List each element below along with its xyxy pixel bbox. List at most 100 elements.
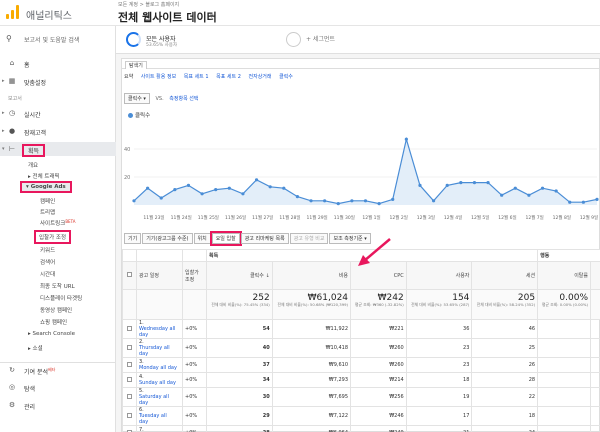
data-point[interactable] bbox=[282, 186, 286, 190]
data-point[interactable] bbox=[527, 193, 531, 197]
sidebar-item-search-queries[interactable]: 검색어 bbox=[40, 260, 56, 266]
sidebar-item-admin[interactable]: ⚙ 관리 bbox=[0, 398, 116, 412]
tab-explorer[interactable]: 탐색기 bbox=[125, 61, 147, 69]
brand-name[interactable]: 애널리틱스 bbox=[26, 11, 72, 22]
col-ad-schedule[interactable]: 광고 일정 bbox=[136, 261, 183, 290]
sidebar-item-hour-of-day[interactable]: 시간대 bbox=[40, 272, 56, 278]
sidebar-item-customization[interactable]: ▸ ▦ 맞춤설정 bbox=[0, 74, 116, 88]
sidebar-item-audience[interactable]: ▸ ● 잠재고객 bbox=[0, 124, 116, 138]
sidebar-item-attribution[interactable]: ↻ 기여 분석베타 bbox=[0, 362, 116, 376]
data-point[interactable] bbox=[459, 181, 463, 185]
search-input[interactable]: 보고서 및 도움말 검색 bbox=[24, 37, 80, 44]
col-bid-adjustment[interactable]: 입찰가 조정 bbox=[182, 261, 207, 290]
data-point[interactable] bbox=[431, 199, 436, 203]
data-point[interactable] bbox=[132, 199, 136, 203]
row-schedule-link[interactable]: Monday all day bbox=[139, 365, 177, 371]
data-point[interactable] bbox=[540, 186, 545, 190]
data-point[interactable] bbox=[146, 186, 150, 190]
data-point[interactable] bbox=[268, 185, 272, 189]
tab-ecommerce[interactable]: 전자상거래 bbox=[248, 74, 272, 80]
data-point[interactable] bbox=[500, 193, 504, 197]
col-clicks[interactable]: 클릭수 ↓ bbox=[206, 261, 273, 290]
device-button[interactable]: 기기 bbox=[124, 233, 142, 244]
col-sessions[interactable]: 세션 bbox=[471, 261, 539, 290]
sidebar-item-sitelinks[interactable]: 사이트링크BETA bbox=[40, 219, 75, 227]
row-schedule-link[interactable]: Thursday all day bbox=[139, 345, 170, 357]
sidebar-item-google-ads[interactable]: ▾ Google Ads bbox=[20, 181, 72, 193]
segment-all-users[interactable]: 모든 사용자 53.65% 사용자 bbox=[126, 30, 266, 50]
row-schedule-link[interactable]: Sunday all day bbox=[139, 380, 176, 386]
row-checkbox[interactable] bbox=[127, 361, 132, 367]
sidebar-item-video-campaigns[interactable]: 동영상 캠페인 bbox=[40, 308, 73, 314]
sidebar-item-realtime[interactable]: ▸ ◷ 실시간 bbox=[0, 106, 116, 120]
row-checkbox[interactable] bbox=[127, 325, 132, 331]
add-segment-button[interactable]: + 세그먼트 bbox=[286, 30, 386, 50]
sidebar-item-shopping-campaigns[interactable]: 쇼핑 캠페인 bbox=[40, 320, 68, 326]
data-point[interactable] bbox=[377, 202, 381, 206]
remarketing-list-button[interactable]: 광고 리마케팅 목록 bbox=[240, 233, 289, 244]
sidebar-item-treemap[interactable]: 트리맵 bbox=[40, 210, 56, 216]
data-point[interactable] bbox=[568, 200, 572, 204]
view-selector[interactable]: 전체 웹사이트 데이터 bbox=[118, 11, 217, 24]
data-point[interactable] bbox=[363, 199, 368, 203]
select-all-checkbox[interactable] bbox=[127, 272, 132, 277]
secondary-dimension-button[interactable]: 보조 측정기준 ▾ bbox=[329, 233, 371, 244]
row-checkbox[interactable] bbox=[127, 393, 132, 399]
sidebar-item-search-console[interactable]: ▸ Search Console bbox=[28, 331, 75, 337]
day-of-week-bid-button[interactable]: 요일 입찰 bbox=[209, 231, 242, 246]
sidebar-item-overview[interactable]: 개요 bbox=[28, 163, 39, 169]
sidebar-item-discover[interactable]: ◎ 탐색 bbox=[0, 380, 116, 394]
data-point[interactable] bbox=[391, 197, 395, 201]
account-breadcrumb[interactable]: 모든 계정 > 블로그 홈페이지 bbox=[118, 2, 180, 8]
row-schedule-link[interactable]: Wednesday all day bbox=[139, 326, 176, 338]
row-schedule-link[interactable]: Saturday all day bbox=[139, 394, 169, 406]
row-checkbox[interactable] bbox=[127, 412, 132, 418]
analytics-logo-icon[interactable] bbox=[6, 5, 20, 19]
col-cost[interactable]: 비용 bbox=[271, 261, 352, 290]
ad-type-compare-button[interactable]: 광고 유형 비교 bbox=[289, 233, 329, 244]
location-button[interactable]: 위치 bbox=[193, 233, 211, 244]
sidebar-item-display-targeting[interactable]: 디스플레이 타겟팅 bbox=[40, 296, 83, 302]
data-point[interactable] bbox=[418, 183, 422, 187]
tab-summary[interactable]: 요약 bbox=[124, 74, 134, 80]
data-point[interactable] bbox=[254, 178, 259, 182]
data-point[interactable] bbox=[595, 197, 599, 201]
data-point[interactable] bbox=[323, 199, 327, 203]
metric-select[interactable]: 클릭수 ▾ bbox=[124, 93, 150, 104]
row-checkbox[interactable] bbox=[127, 376, 132, 382]
sidebar-item-campaigns[interactable]: 캠페인 bbox=[40, 199, 56, 205]
data-point[interactable] bbox=[309, 199, 313, 203]
data-point[interactable] bbox=[214, 188, 218, 192]
data-point[interactable] bbox=[227, 186, 231, 190]
data-point[interactable] bbox=[581, 200, 585, 204]
data-point[interactable] bbox=[472, 181, 477, 185]
data-point[interactable] bbox=[554, 189, 558, 193]
tab-goal-set-1[interactable]: 목표 세트 1 bbox=[183, 74, 209, 80]
sidebar-item-acquisition[interactable]: ▾ ⊢ 획득 bbox=[0, 142, 116, 157]
row-schedule-link[interactable]: Tuesday all day bbox=[139, 413, 167, 425]
data-point[interactable] bbox=[186, 183, 191, 187]
sidebar-item-social[interactable]: ▸ 소셜 bbox=[28, 346, 43, 352]
sidebar-item-home[interactable]: ⌂ 홈 bbox=[0, 56, 116, 70]
data-point[interactable] bbox=[336, 202, 340, 206]
sidebar-item-final-urls[interactable]: 최종 도착 URL bbox=[40, 284, 75, 290]
data-point[interactable] bbox=[159, 196, 163, 200]
data-point[interactable] bbox=[241, 192, 245, 196]
data-point[interactable] bbox=[295, 195, 300, 199]
row-checkbox[interactable] bbox=[127, 429, 132, 432]
data-point[interactable] bbox=[350, 199, 354, 203]
tab-site-usage[interactable]: 사이트 활용 정보 bbox=[140, 74, 177, 80]
col-bounce-rate[interactable]: 이탈률 bbox=[537, 261, 591, 290]
chevron-down-icon[interactable]: ▾ bbox=[210, 12, 214, 20]
data-point[interactable] bbox=[200, 192, 204, 196]
data-point[interactable] bbox=[445, 183, 449, 187]
data-point[interactable] bbox=[513, 186, 517, 190]
tab-goal-set-2[interactable]: 목표 세트 2 bbox=[216, 74, 241, 80]
sidebar-item-bid-adjustments[interactable]: 입찰가 조정 bbox=[33, 230, 72, 244]
clicks-chart[interactable]: 20 40 11월 23일 11월 24일 11월 25일 11월 26일 11월 27일 1… bbox=[122, 127, 600, 227]
select-metric-link[interactable]: 측정항목 선택 bbox=[169, 96, 199, 102]
row-checkbox[interactable] bbox=[127, 344, 132, 350]
data-point[interactable] bbox=[404, 137, 408, 141]
sidebar-item-all-traffic[interactable]: ▸ 전체 트래픽 bbox=[28, 174, 60, 180]
col-cpc[interactable]: CPC bbox=[350, 261, 407, 290]
